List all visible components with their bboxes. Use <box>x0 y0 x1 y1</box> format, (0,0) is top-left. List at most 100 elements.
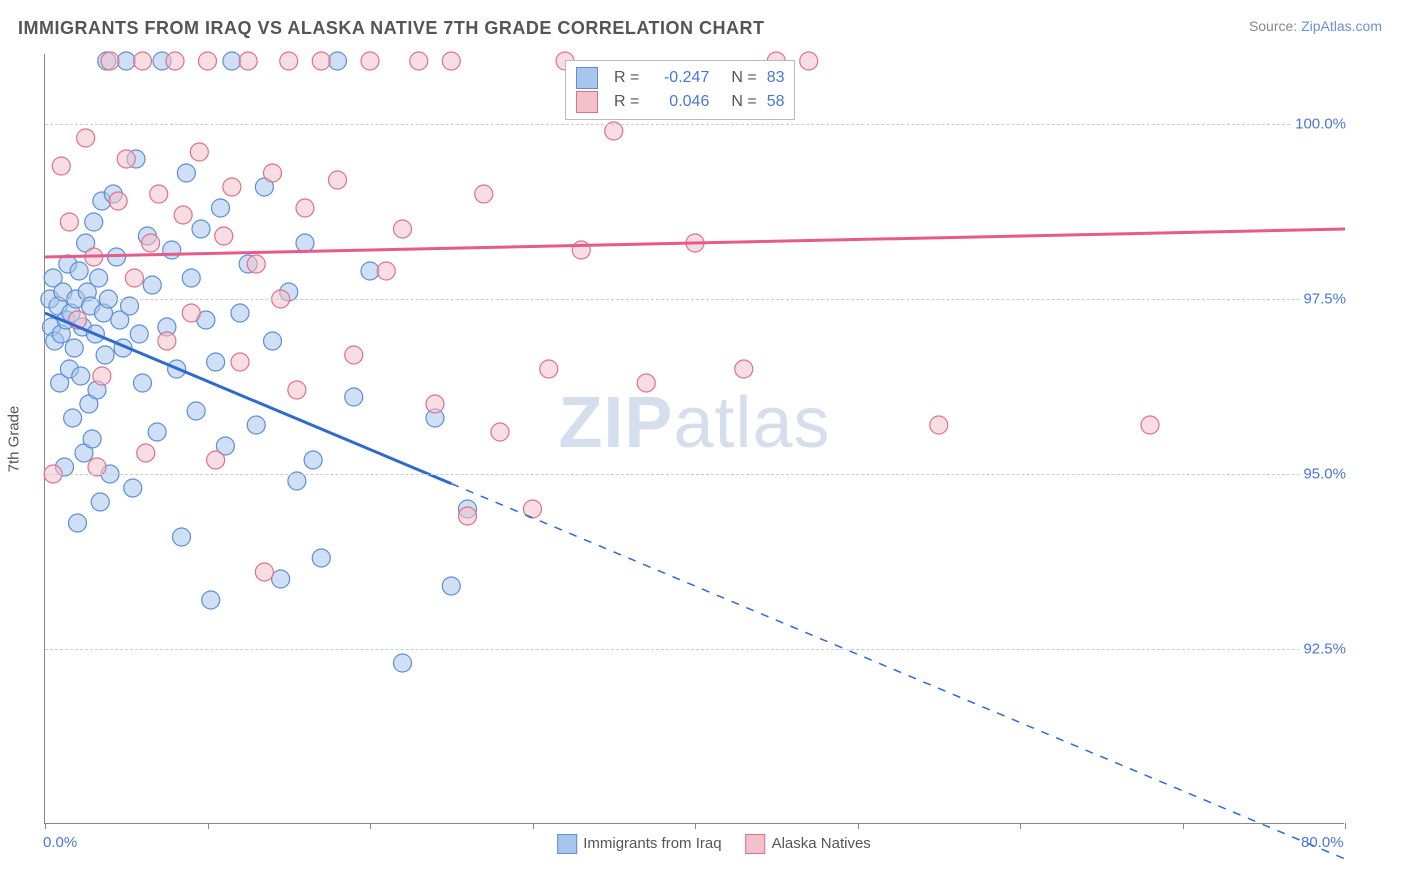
x-tick <box>1183 823 1184 829</box>
gridline <box>45 124 1345 125</box>
data-point <box>64 409 82 427</box>
data-point <box>215 227 233 245</box>
x-tick-label: 0.0% <box>43 834 77 851</box>
data-point <box>96 346 114 364</box>
plot-container: 7th Grade ZIPatlas R =-0.247N =83R =0.04… <box>44 54 1384 824</box>
gridline <box>45 299 1345 300</box>
data-point <box>426 395 444 413</box>
data-point <box>247 416 265 434</box>
data-point <box>125 269 143 287</box>
data-point <box>148 423 166 441</box>
source-link[interactable]: ZipAtlas.com <box>1301 18 1382 34</box>
data-point <box>540 360 558 378</box>
stat-r-label: R = <box>614 93 639 111</box>
x-tick <box>695 823 696 829</box>
stat-n-label: N = <box>731 69 756 87</box>
data-point <box>361 52 379 70</box>
data-point <box>264 332 282 350</box>
x-tick-label: 80.0% <box>1301 834 1344 851</box>
data-point <box>304 451 322 469</box>
legend-swatch <box>557 834 577 854</box>
data-point <box>288 381 306 399</box>
bottom-legend: Immigrants from Iraq Alaska Natives <box>557 834 871 854</box>
stat-legend: R =-0.247N =83R =0.046N =58 <box>565 60 795 120</box>
data-point <box>223 52 241 70</box>
data-point <box>137 444 155 462</box>
data-point <box>296 234 314 252</box>
chart-title: IMMIGRANTS FROM IRAQ VS ALASKA NATIVE 7T… <box>18 18 765 39</box>
data-point <box>475 185 493 203</box>
data-point <box>264 164 282 182</box>
x-tick <box>858 823 859 829</box>
data-point <box>377 262 395 280</box>
data-point <box>90 269 108 287</box>
y-tick-label: 97.5% <box>1299 291 1346 308</box>
data-point <box>296 199 314 217</box>
data-point <box>247 255 265 273</box>
data-point <box>491 423 509 441</box>
stat-n-value: 83 <box>767 69 785 87</box>
data-point <box>239 52 257 70</box>
data-point <box>70 262 88 280</box>
data-point <box>143 276 161 294</box>
data-point <box>207 353 225 371</box>
data-point <box>1141 416 1159 434</box>
plot-area: ZIPatlas R =-0.247N =83R =0.046N =58 92.… <box>44 54 1344 824</box>
data-point <box>930 416 948 434</box>
data-point <box>77 129 95 147</box>
trend-line <box>45 229 1345 257</box>
stat-r-value: -0.247 <box>649 69 709 87</box>
data-point <box>329 171 347 189</box>
data-point <box>163 241 181 259</box>
data-point <box>223 178 241 196</box>
data-point <box>83 430 101 448</box>
data-point <box>173 528 191 546</box>
chart-svg <box>45 54 1345 824</box>
data-point <box>65 339 83 357</box>
x-tick <box>208 823 209 829</box>
data-point <box>312 549 330 567</box>
data-point <box>255 563 273 581</box>
legend-swatch <box>746 834 766 854</box>
legend-label: Immigrants from Iraq <box>583 835 721 852</box>
data-point <box>800 52 818 70</box>
data-point <box>361 262 379 280</box>
y-axis-label: 7th Grade <box>6 406 23 473</box>
source-attribution: Source: ZipAtlas.com <box>1249 18 1382 34</box>
data-point <box>91 493 109 511</box>
data-point <box>69 514 87 532</box>
data-point <box>187 402 205 420</box>
data-point <box>177 164 195 182</box>
trend-line <box>45 313 451 484</box>
stat-r-label: R = <box>614 69 639 87</box>
data-point <box>72 367 90 385</box>
legend-swatch <box>576 67 598 89</box>
data-point <box>280 52 298 70</box>
x-tick <box>1020 823 1021 829</box>
data-point <box>199 52 217 70</box>
data-point <box>117 150 135 168</box>
data-point <box>442 52 460 70</box>
stat-legend-row: R =0.046N =58 <box>576 91 784 113</box>
data-point <box>207 451 225 469</box>
data-point <box>190 143 208 161</box>
data-point <box>93 367 111 385</box>
data-point <box>174 206 192 224</box>
data-point <box>124 479 142 497</box>
trend-line-extrapolated <box>451 484 1345 859</box>
data-point <box>182 304 200 322</box>
data-point <box>212 199 230 217</box>
data-point <box>150 185 168 203</box>
y-tick-label: 92.5% <box>1299 641 1346 658</box>
data-point <box>735 360 753 378</box>
stat-n-value: 58 <box>767 93 785 111</box>
legend-label: Alaska Natives <box>772 835 871 852</box>
legend-item: Alaska Natives <box>746 834 871 854</box>
stat-r-value: 0.046 <box>649 93 709 111</box>
data-point <box>345 388 363 406</box>
data-point <box>192 220 210 238</box>
data-point <box>52 157 70 175</box>
data-point <box>85 213 103 231</box>
data-point <box>329 52 347 70</box>
data-point <box>394 220 412 238</box>
